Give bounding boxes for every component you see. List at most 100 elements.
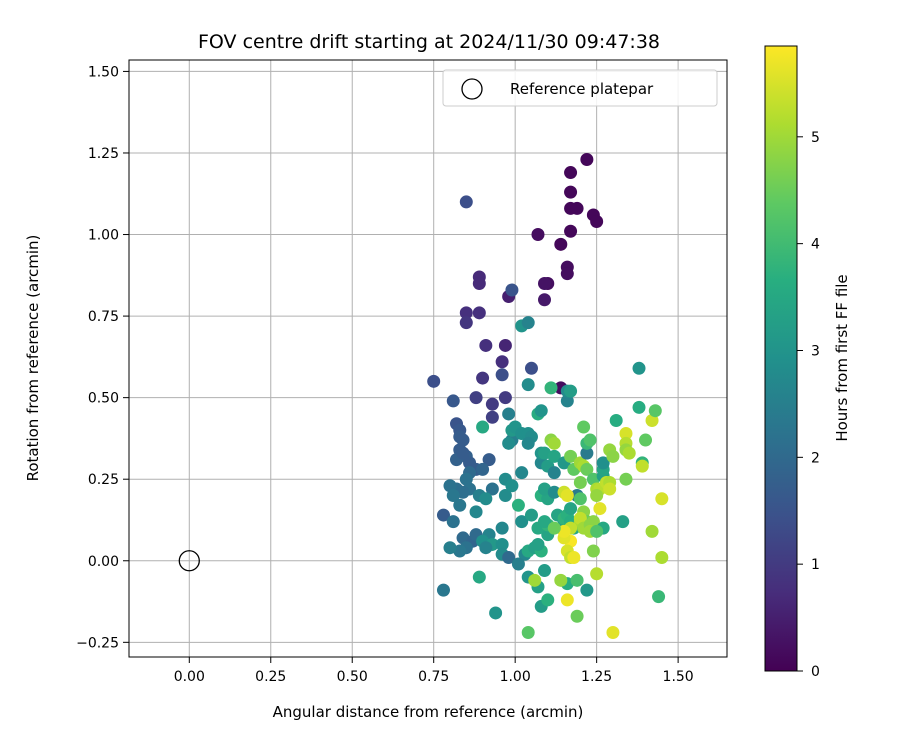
data-point-58 bbox=[456, 531, 470, 545]
x-tick-label-3: 0.75 bbox=[418, 669, 449, 685]
data-point-130 bbox=[544, 381, 558, 395]
data-point-108 bbox=[538, 515, 552, 529]
data-point-72 bbox=[479, 541, 493, 555]
reference-layer bbox=[178, 550, 200, 572]
data-point-65 bbox=[485, 482, 499, 496]
data-point-82 bbox=[502, 407, 516, 421]
data-point-141 bbox=[472, 570, 486, 584]
data-point-47 bbox=[476, 462, 490, 476]
data-points bbox=[427, 153, 669, 640]
data-point-96 bbox=[515, 515, 529, 529]
data-point-7 bbox=[564, 224, 578, 238]
x-axis-title: Angular distance from reference (arcmin) bbox=[273, 703, 584, 721]
data-point-30 bbox=[427, 374, 441, 388]
data-point-170 bbox=[603, 482, 617, 496]
data-point-190 bbox=[632, 400, 646, 414]
data-point-2 bbox=[564, 185, 578, 199]
y-tick-label-6: 1.25 bbox=[88, 146, 119, 162]
data-point-145 bbox=[564, 449, 578, 463]
data-point-32 bbox=[505, 283, 519, 297]
data-point-151 bbox=[586, 472, 600, 486]
data-point-161 bbox=[573, 511, 587, 525]
data-point-207 bbox=[557, 524, 571, 538]
data-point-104 bbox=[531, 537, 545, 551]
data-point-11 bbox=[560, 267, 574, 281]
data-point-140 bbox=[489, 606, 503, 620]
data-point-17 bbox=[498, 338, 512, 352]
y-tick-label-2: 0.25 bbox=[88, 472, 119, 488]
data-point-6 bbox=[590, 214, 604, 228]
data-point-114 bbox=[538, 446, 552, 460]
colorbar-tick-label-4: 4 bbox=[811, 237, 820, 253]
reference-platepar-marker bbox=[178, 550, 200, 572]
data-point-46 bbox=[482, 453, 496, 467]
y-tick-label-1: 0.00 bbox=[88, 554, 119, 570]
colorbar-tick-label-2: 2 bbox=[811, 450, 820, 466]
data-point-29 bbox=[485, 410, 499, 424]
data-point-52 bbox=[443, 479, 457, 493]
data-point-188 bbox=[619, 472, 633, 486]
y-tick-label-7: 1.50 bbox=[88, 64, 119, 80]
y-axis-ticks: −0.25 0.00 0.25 0.50 0.75 1.00 1.25 1.50 bbox=[76, 64, 129, 651]
x-tick-label-0: 0.00 bbox=[174, 669, 205, 685]
data-point-138 bbox=[570, 609, 584, 623]
data-point-97 bbox=[524, 508, 538, 522]
colorbar-ticks: 0 1 2 3 4 5 bbox=[797, 130, 820, 680]
data-point-68 bbox=[469, 505, 483, 519]
data-point-183 bbox=[616, 515, 630, 529]
legend-box bbox=[442, 69, 718, 107]
data-point-33 bbox=[495, 368, 509, 382]
data-point-20 bbox=[459, 306, 473, 320]
colorbar-label: Hours from first FF file bbox=[833, 274, 851, 441]
data-point-175 bbox=[590, 567, 604, 581]
x-axis-ticks: 0.00 0.25 0.50 0.75 1.00 1.25 1.50 bbox=[174, 657, 694, 685]
data-point-155 bbox=[573, 475, 587, 489]
y-tick-label-3: 0.50 bbox=[88, 391, 119, 407]
data-point-150 bbox=[580, 462, 594, 476]
data-point-49 bbox=[459, 472, 473, 486]
data-point-203 bbox=[560, 489, 574, 503]
data-point-193 bbox=[639, 433, 653, 447]
x-tick-label-6: 1.50 bbox=[663, 669, 694, 685]
grid-lines bbox=[129, 60, 727, 657]
data-point-76 bbox=[502, 551, 516, 564]
data-point-99 bbox=[511, 557, 525, 571]
data-point-31 bbox=[459, 195, 473, 209]
data-point-199 bbox=[655, 551, 669, 564]
data-point-27 bbox=[485, 397, 499, 411]
data-point-157 bbox=[573, 492, 587, 506]
data-point-44 bbox=[456, 446, 470, 460]
data-point-95 bbox=[511, 498, 525, 512]
data-point-194 bbox=[645, 413, 659, 427]
data-point-21 bbox=[459, 316, 473, 330]
data-point-63 bbox=[443, 541, 457, 555]
data-point-129 bbox=[564, 384, 578, 398]
data-point-73 bbox=[495, 521, 509, 535]
plot-frame bbox=[128, 59, 728, 658]
data-point-173 bbox=[590, 524, 604, 538]
data-point-149 bbox=[580, 446, 594, 460]
data-point-54 bbox=[446, 489, 460, 503]
data-point-184 bbox=[619, 427, 633, 441]
data-point-189 bbox=[632, 361, 646, 375]
data-point-4 bbox=[570, 201, 584, 215]
data-point-192 bbox=[635, 459, 649, 473]
data-point-154 bbox=[596, 456, 610, 470]
data-point-67 bbox=[479, 492, 493, 506]
data-point-210 bbox=[567, 551, 581, 564]
data-point-39 bbox=[456, 433, 470, 447]
data-point-53 bbox=[456, 485, 470, 499]
data-point-196 bbox=[648, 404, 662, 418]
data-point-164 bbox=[586, 515, 600, 529]
data-point-144 bbox=[547, 436, 561, 450]
data-point-134 bbox=[541, 593, 555, 607]
y-tick-label-5: 1.00 bbox=[88, 228, 119, 244]
data-point-182 bbox=[609, 413, 623, 427]
colorbar-tick-label-0: 0 bbox=[811, 664, 820, 680]
data-point-91 bbox=[521, 316, 535, 330]
data-point-84 bbox=[502, 436, 516, 450]
colorbar-bar bbox=[764, 45, 798, 672]
data-point-92 bbox=[521, 378, 535, 392]
data-point-62 bbox=[453, 544, 467, 558]
